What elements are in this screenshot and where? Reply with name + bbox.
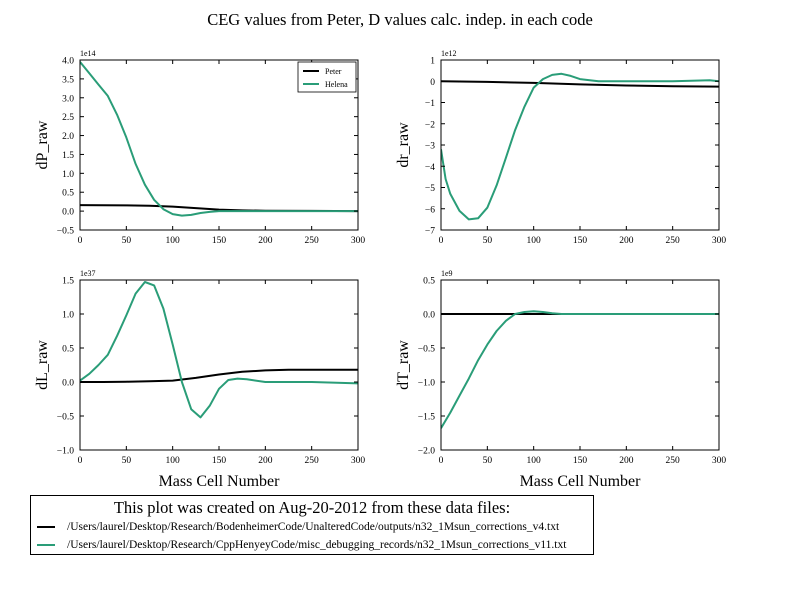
subplot-dP: 0 50 100 150 200 250 300 −0.5 0.0 0.5 1.0 1.5 2.0 2.5… [34, 49, 365, 246]
data-file-swatch-peter [37, 526, 55, 528]
y-axis-label: dL_raw [34, 340, 51, 390]
x-tick-label: 200 [619, 456, 634, 466]
data-file-entry-helena: /Users/laurel/Desktop/Research/CppHenyey… [37, 538, 566, 552]
y-axis-label: dP_raw [34, 120, 51, 169]
y-tick-label: 0.5 [62, 189, 74, 199]
y-tick-label: 4.0 [62, 57, 74, 67]
x-tick-label: 50 [122, 236, 132, 246]
exponent-label: 1e12 [441, 49, 457, 58]
plot-frame-dL [79, 279, 359, 451]
y-tick-label: 2.0 [62, 132, 74, 142]
x-tick-label: 50 [483, 236, 493, 246]
x-tick-label: 200 [258, 456, 273, 466]
y-tick-label: −0.5 [57, 227, 74, 237]
y-tick-label: 1.0 [62, 311, 74, 321]
y-tick-label: 0.0 [423, 311, 435, 321]
data-file-path-helena: /Users/laurel/Desktop/Research/CppHenyey… [67, 539, 567, 551]
legend: Peter Helena [297, 61, 357, 93]
x-tick-label: 150 [212, 236, 227, 246]
y-tick-label: −5 [425, 184, 435, 194]
y-tick-label: 0 [430, 78, 435, 88]
x-tick-label: 100 [527, 236, 542, 246]
y-tick-label: 0.0 [62, 208, 74, 218]
data-file-path-peter: /Users/laurel/Desktop/Research/Bodenheim… [67, 521, 560, 533]
x-tick-label: 100 [166, 236, 181, 246]
legend-box [297, 61, 357, 93]
legend-label-helena: Helena [325, 80, 348, 89]
x-axis-label: Mass Cell Number [520, 473, 642, 490]
y-tick-label: 1 [430, 57, 435, 67]
data-files-legend: This plot was created on Aug-20-2012 fro… [30, 495, 594, 555]
series-line-helena-dL [80, 281, 358, 419]
legend-label-peter: Peter [325, 67, 342, 76]
charts-group: 0 50 100 150 200 250 300−0.50.00.51.01.52.02.5… [34, 49, 726, 490]
x-tick-label: 300 [712, 236, 727, 246]
y-tick-label: −0.5 [57, 413, 74, 423]
y-tick-label: 3.0 [62, 94, 74, 104]
x-tick-label: 150 [212, 456, 227, 466]
data-file-swatch-helena [37, 544, 55, 546]
x-tick-label: 150 [573, 236, 588, 246]
y-tick-label: −6 [425, 205, 435, 215]
x-tick-label: 300 [351, 456, 366, 466]
series-line-peter-dr [441, 80, 719, 88]
y-tick-label: 0.5 [62, 345, 74, 355]
x-tick-label: 0 [439, 456, 444, 466]
subplot-dT: 0 50 100 150 200 250 300 −2.0 −1.5 −1.0 −0.5 0.0 0.5… [395, 269, 726, 490]
series-line-helena-dr [441, 72, 719, 221]
data-file-entry-peter: /Users/laurel/Desktop/Research/Bodenheim… [37, 520, 559, 534]
exponent-label: 1e9 [441, 269, 453, 278]
y-tick-label: 3.5 [62, 75, 74, 85]
y-tick-label: −7 [425, 227, 435, 237]
y-tick-label: 1.0 [62, 170, 74, 180]
subplot-dL: 0 50 100 150 200 250 300 −1.0 −0.5 0.0 0.5 1.0 1.5 1e… [34, 269, 365, 490]
y-axis-label: dr_raw [395, 122, 412, 168]
y-tick-label: −3 [425, 142, 435, 152]
x-tick-label: 0 [439, 236, 444, 246]
exponent-label: 1e14 [80, 49, 96, 58]
series-line-helena-dP [80, 61, 358, 217]
series-line-peter-dL [80, 368, 358, 383]
x-tick-label: 250 [666, 236, 681, 246]
y-tick-label: −4 [425, 163, 435, 173]
y-tick-label: 2.5 [62, 113, 74, 123]
figure-title: CEG values from Peter, D values calc. in… [207, 10, 593, 29]
y-tick-label: −0.5 [418, 345, 435, 355]
y-tick-label: −1 [425, 99, 435, 109]
x-tick-label: 300 [351, 236, 366, 246]
x-tick-label: 200 [619, 236, 634, 246]
x-tick-label: 100 [166, 456, 181, 466]
y-tick-label: 1.5 [62, 277, 74, 287]
x-axis-label: Mass Cell Number [159, 473, 281, 490]
x-tick-label: 50 [483, 456, 493, 466]
x-tick-label: 100 [527, 456, 542, 466]
y-tick-label: −1.5 [418, 413, 435, 423]
y-tick-label: −2 [425, 120, 435, 130]
x-tick-label: 200 [258, 236, 273, 246]
x-tick-label: 250 [666, 456, 681, 466]
y-tick-label: −1.0 [418, 379, 435, 389]
x-tick-label: 300 [712, 456, 727, 466]
exponent-label: 1e37 [80, 269, 96, 278]
plot-frame-dT [440, 279, 720, 451]
x-tick-label: 0 [78, 456, 83, 466]
x-tick-label: 250 [305, 456, 320, 466]
y-tick-label: −2.0 [418, 447, 435, 457]
y-tick-label: 0.5 [423, 277, 435, 287]
series-line-helena-dT [441, 310, 719, 429]
y-axis-label: dT_raw [395, 340, 412, 390]
x-tick-label: 50 [122, 456, 132, 466]
x-tick-label: 250 [305, 236, 320, 246]
subplot-dr: 0 50 100 150 200 250 300 −7 −6 −5 −4 −3 −2 −1 0 1 1e12 dr… [395, 49, 726, 246]
data-files-legend-title: This plot was created on Aug-20-2012 fro… [113, 498, 511, 517]
y-tick-label: −1.0 [57, 447, 74, 457]
x-tick-label: 0 [78, 236, 83, 246]
x-tick-label: 150 [573, 456, 588, 466]
y-tick-label: 0.0 [62, 379, 74, 389]
y-tick-label: 1.5 [62, 151, 74, 161]
